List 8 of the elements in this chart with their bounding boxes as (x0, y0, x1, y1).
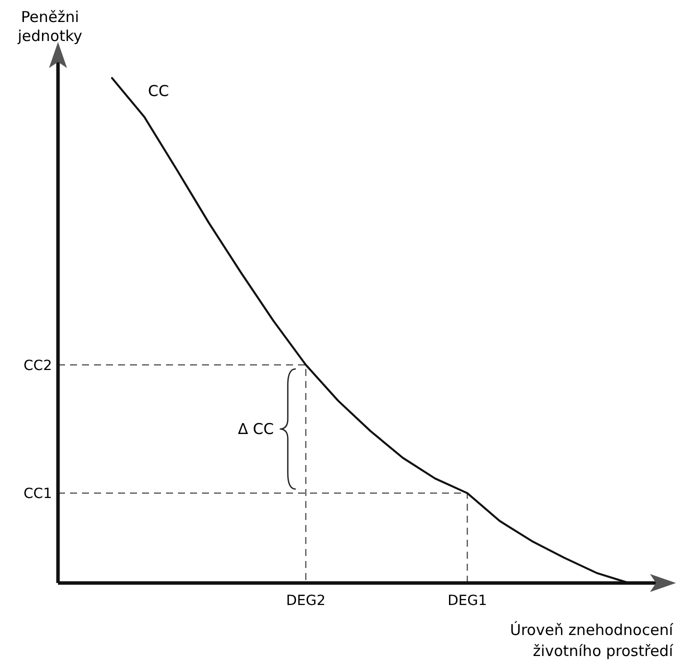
ref-line-label: CC1 (24, 486, 52, 502)
x-tick-label: DEG1 (448, 593, 487, 609)
y-axis-title: Peněžni jednotky (16, 8, 82, 45)
x-tick-label: DEG2 (286, 593, 326, 609)
series-label: CC (148, 82, 169, 100)
x-axis-title: Úroveň znehodnocení životního prostředí (510, 621, 674, 660)
ref-line-label: CC2 (24, 358, 52, 374)
annotation: Δ CC (238, 420, 274, 438)
